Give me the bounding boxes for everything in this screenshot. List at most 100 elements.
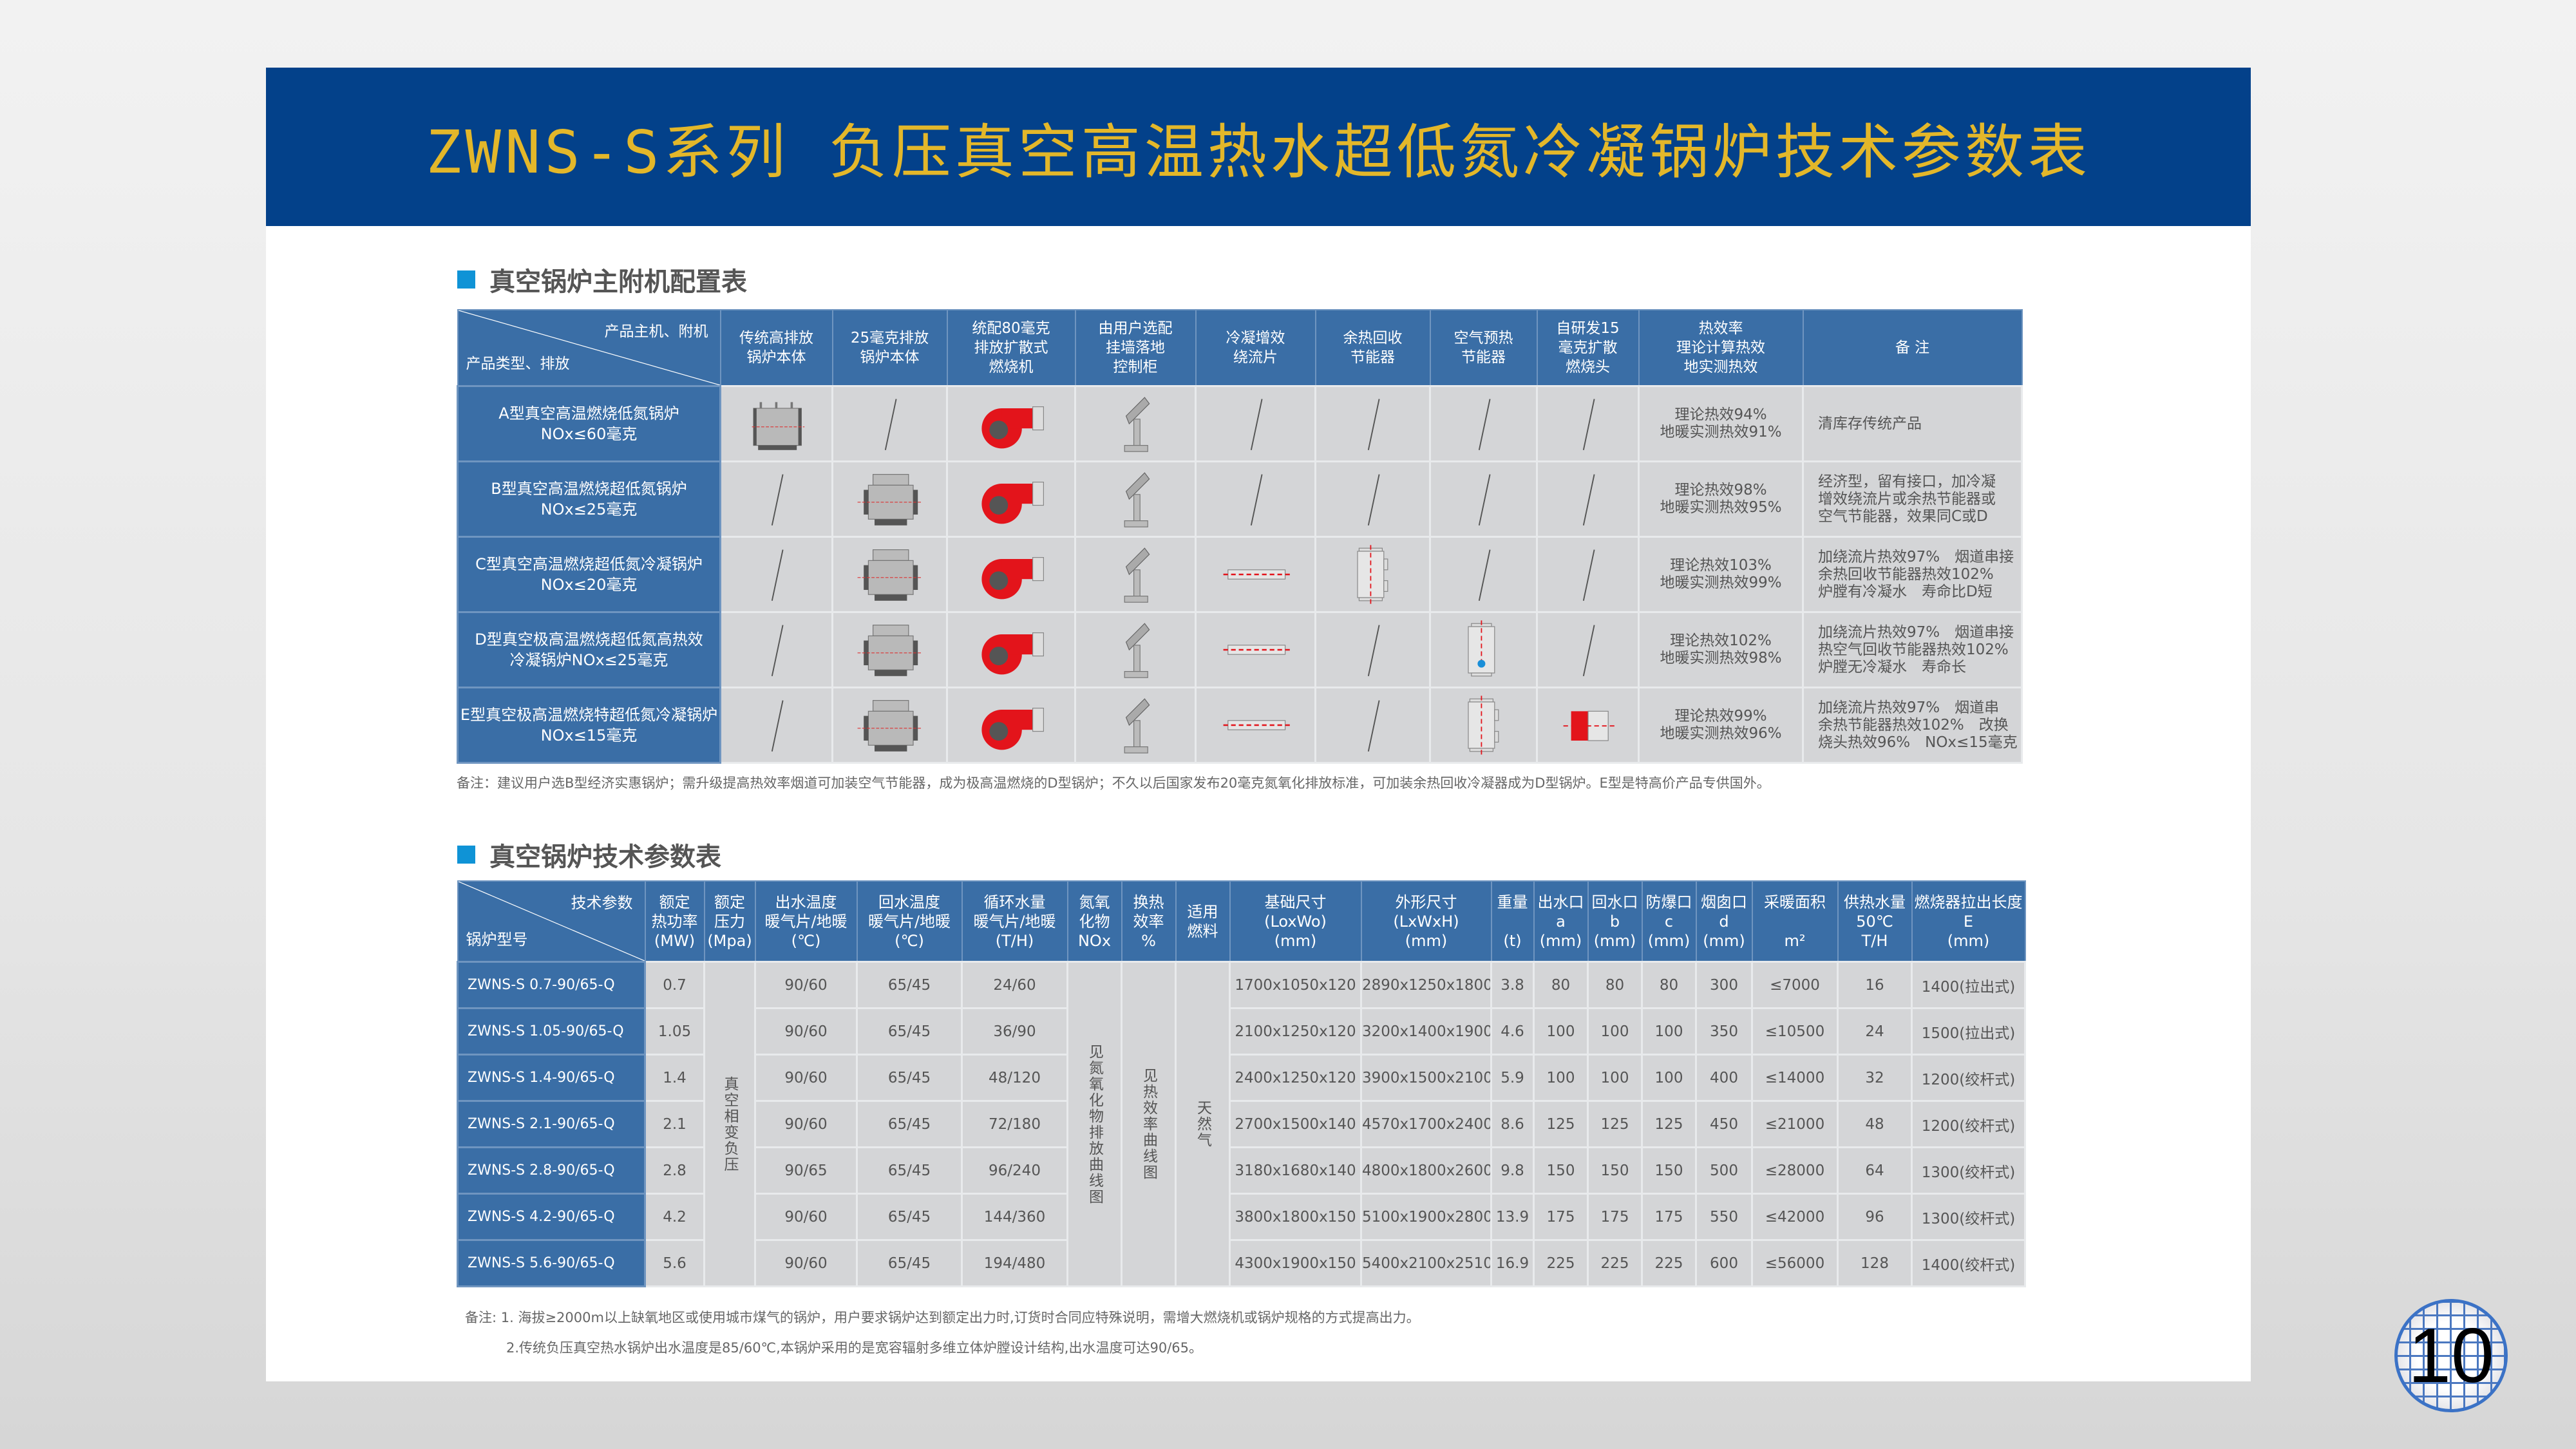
component-cell <box>1314 687 1431 764</box>
column-header: 适用 燃料 <box>1175 880 1231 963</box>
heating-area-cell: ≤21000 <box>1751 1100 1839 1148</box>
table-row: D型真空极高温燃烧超低氮高热效 冷凝锅炉NOx≤25毫克 理论热效102% 地暖实… <box>457 611 2023 688</box>
return-port-cell: 225 <box>1587 1239 1643 1287</box>
boiler-body-icon <box>835 468 945 530</box>
component-cell <box>1536 687 1640 764</box>
corner-header: 技术参数 锅炉型号 <box>457 880 646 963</box>
component-cell <box>1074 536 1197 613</box>
component-cell <box>831 460 948 538</box>
boiler-body-icon <box>835 619 945 681</box>
hot-water-supply-cell: 96 <box>1837 1193 1913 1241</box>
component-cell <box>1074 611 1197 688</box>
column-header: 传统高排放 锅炉本体 <box>719 309 833 387</box>
corner-label-rows: 产品类型、排放 <box>466 355 570 372</box>
slash-icon <box>1318 468 1428 530</box>
component-cell <box>831 385 948 462</box>
table-row: B型真空高温燃烧超低氮锅炉 NOx≤25毫克 理论热效98% 地暖实测热效95% 经… <box>457 460 2023 538</box>
model-cell: ZWNS-S 4.2-90/65-Q <box>457 1193 646 1241</box>
column-header: 重量 (t) <box>1490 880 1535 963</box>
component-cell <box>1195 536 1316 613</box>
component-cell <box>1195 460 1316 538</box>
slash-icon <box>1432 393 1535 455</box>
slash-icon <box>1539 468 1637 530</box>
component-cell <box>946 385 1076 462</box>
outlet-temp-cell: 90/60 <box>754 1193 858 1241</box>
efficiency-cell: 理论热效94% 地暖实测热效91% <box>1638 385 1804 462</box>
title-banner: ZWNS-S系列 负压真空高温热水超低氮冷凝锅炉技术参数表 <box>266 68 2251 226</box>
flow-cell: 194/480 <box>961 1239 1068 1287</box>
config-table: 产品主机、附机 产品类型、排放 传统高排放 锅炉本体 25毫克排放 锅炉本体 统配80毫… <box>457 309 2023 764</box>
flow-cell: 96/240 <box>961 1146 1068 1195</box>
page-number: 10 <box>2408 1312 2494 1399</box>
section-marker-icon <box>457 270 475 289</box>
weight-cell: 9.8 <box>1490 1146 1535 1195</box>
chimney-port-cell: 300 <box>1695 961 1753 1009</box>
param-table: 技术参数 锅炉型号 额定 热功率 (MW) 额定 压力 (Mpa) 出水温度 暖气片/地… <box>457 880 2026 1287</box>
component-cell <box>946 536 1076 613</box>
column-header: 额定 热功率 (MW) <box>644 880 705 963</box>
return-temp-cell: 65/45 <box>856 1054 963 1102</box>
table-row: ZWNS-S 1.4-90/65-Q 1.4 90/60 65/45 48/120 240… <box>457 1054 2026 1102</box>
outlet-temp-cell: 90/60 <box>754 1239 858 1287</box>
product-type-cell: D型真空极高温燃烧超低氮高热效 冷凝锅炉NOx≤25毫克 <box>457 611 721 688</box>
table-row: A型真空高温燃烧低氮锅炉 NOx≤60毫克 理论热效94% 地暖实测热效91% 清库… <box>457 385 2023 462</box>
boiler-traditional-icon <box>723 393 831 455</box>
outlet-temp-cell: 90/60 <box>754 961 858 1009</box>
control-cabinet-icon <box>1077 544 1194 605</box>
component-cell <box>1536 611 1640 688</box>
table-row: C型真空高温燃烧超低氮冷凝锅炉 NOx≤20毫克 理论热效103% 地暖实测热效9… <box>457 536 2023 613</box>
outline-size-cell: 2890x1250x1800 <box>1360 961 1492 1009</box>
outline-size-cell: 4800x1800x2600 <box>1360 1146 1492 1195</box>
component-cell <box>719 460 833 538</box>
hot-water-supply-cell: 16 <box>1837 961 1913 1009</box>
component-cell <box>946 611 1076 688</box>
heating-area-cell: ≤10500 <box>1751 1007 1839 1056</box>
burner-icon <box>949 468 1074 530</box>
return-port-cell: 150 <box>1587 1146 1643 1195</box>
component-cell <box>1074 460 1197 538</box>
remark-cell: 加绕流片热效97% 烟道串接 热空气回收节能器热效102% 炉膛无冷凝水 寿命长 <box>1802 611 2023 688</box>
return-temp-cell: 65/45 <box>856 961 963 1009</box>
remark-cell: 清库存传统产品 <box>1802 385 2023 462</box>
outlet-port-cell: 175 <box>1533 1193 1589 1241</box>
diagonal-divider <box>459 882 645 961</box>
chimney-port-cell: 500 <box>1695 1146 1753 1195</box>
return-port-cell: 100 <box>1587 1007 1643 1056</box>
column-header: 烟囱口 d (mm) <box>1695 880 1753 963</box>
column-header: 采暖面积 m² <box>1751 880 1839 963</box>
component-cell <box>1314 536 1431 613</box>
component-cell <box>831 611 948 688</box>
column-header: 由用户选配 挂墙落地 控制柜 <box>1074 309 1197 387</box>
power-cell: 0.7 <box>644 961 705 1009</box>
base-size-cell: 2400x1250x120 <box>1229 1054 1362 1102</box>
component-cell <box>719 611 833 688</box>
explosion-port-cell: 100 <box>1641 1054 1697 1102</box>
weight-cell: 3.8 <box>1490 961 1535 1009</box>
column-header: 防爆口 c (mm) <box>1641 880 1697 963</box>
slash-icon <box>1539 619 1637 681</box>
chimney-port-cell: 600 <box>1695 1239 1753 1287</box>
component-cell <box>719 385 833 462</box>
power-cell: 5.6 <box>644 1239 705 1287</box>
model-cell: ZWNS-S 2.8-90/65-Q <box>457 1146 646 1195</box>
outlet-port-cell: 150 <box>1533 1146 1589 1195</box>
slash-icon <box>1318 694 1428 756</box>
flow-cell: 144/360 <box>961 1193 1068 1241</box>
model-cell: ZWNS-S 2.1-90/65-Q <box>457 1100 646 1148</box>
component-cell <box>1195 385 1316 462</box>
outlet-port-cell: 80 <box>1533 961 1589 1009</box>
power-cell: 2.1 <box>644 1100 705 1148</box>
hot-water-supply-cell: 64 <box>1837 1146 1913 1195</box>
component-cell <box>1429 687 1538 764</box>
burner-length-cell: 1400(绞杆式) <box>1911 1239 2026 1287</box>
column-header: 冷凝增效 绕流片 <box>1195 309 1316 387</box>
component-cell <box>719 687 833 764</box>
component-cell <box>1314 460 1431 538</box>
column-header: 热效率 理论计算热效 地实测热效 <box>1638 309 1804 387</box>
power-cell: 1.05 <box>644 1007 705 1056</box>
outlet-temp-cell: 90/60 <box>754 1100 858 1148</box>
product-type-cell: A型真空高温燃烧低氮锅炉 NOx≤60毫克 <box>457 385 721 462</box>
component-cell <box>1536 536 1640 613</box>
product-type-cell: E型真空极高温燃烧特超低氮冷凝锅炉 NOx≤15毫克 <box>457 687 721 764</box>
model-cell: ZWNS-S 1.4-90/65-Q <box>457 1054 646 1102</box>
